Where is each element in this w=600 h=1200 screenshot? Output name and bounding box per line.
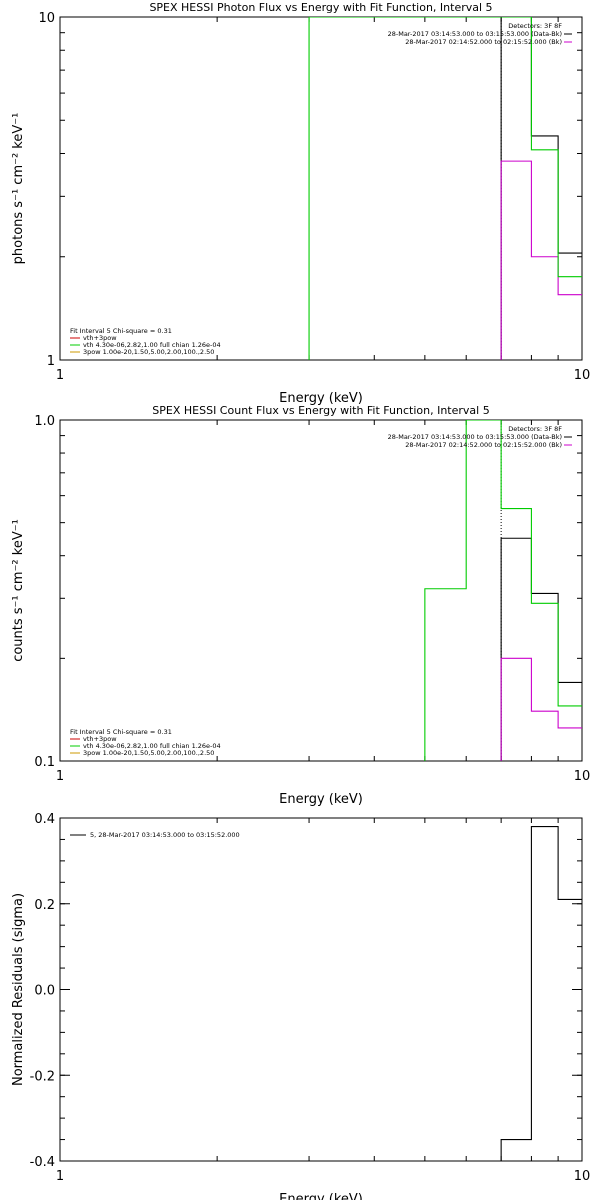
series-step-line-background bbox=[500, 657, 582, 761]
plot-frame-1 bbox=[59, 419, 583, 762]
x-tick-label: 10 bbox=[574, 1169, 591, 1184]
y-tick-label: 1.0 bbox=[34, 414, 55, 429]
chart-title: SPEX HESSI Photon Flux vs Energy with Fi… bbox=[149, 1, 492, 14]
legend-entry: 3pow 1.00e-20,1.50,5.00,2.00,100.,2.50 bbox=[83, 749, 214, 757]
legend-entry: Fit Interval 5 Chi-square = 0.31 bbox=[70, 327, 172, 335]
x-axis-label: Energy (keV) bbox=[279, 1192, 363, 1200]
legend-entry: 5, 28-Mar-2017 03:14:53.000 to 03:15:52.… bbox=[90, 831, 240, 839]
y-tick-label: 0.0 bbox=[34, 984, 55, 999]
legend-entry: 28-Mar-2017 02:14:52.000 to 02:15:52.000… bbox=[405, 38, 562, 46]
x-tick-label: 10 bbox=[574, 368, 591, 383]
plot-frame-0 bbox=[59, 16, 583, 361]
y-axis-label: photons s⁻¹ cm⁻² keV⁻¹ bbox=[11, 113, 26, 265]
x-tick-label: 1 bbox=[56, 769, 64, 784]
legend-entry: vth+3pow bbox=[83, 735, 117, 743]
series-step-line-background bbox=[500, 160, 582, 360]
y-tick-label: 0.2 bbox=[34, 898, 55, 913]
legend-entry: 3pow 1.00e-20,1.50,5.00,2.00,100.,2.50 bbox=[83, 348, 214, 356]
x-tick-label: 1 bbox=[56, 368, 64, 383]
legend-entry: 28-Mar-2017 03:14:53.000 to 03:15:53.000… bbox=[388, 433, 562, 441]
legend-entry: Detectors: 3F 8F bbox=[508, 22, 562, 30]
chart-title: SPEX HESSI Count Flux vs Energy with Fit… bbox=[152, 404, 489, 417]
y-tick-label: -0.2 bbox=[30, 1069, 55, 1084]
y-tick-label: 10 bbox=[38, 11, 55, 26]
x-tick-label: 10 bbox=[574, 769, 591, 784]
series-step-line-vth bbox=[308, 17, 582, 360]
y-tick-label: 0.1 bbox=[34, 755, 55, 770]
x-tick-label: 1 bbox=[56, 1169, 64, 1184]
legend-entry: vth 4.30e-06,2.82,1.00 full chian 1.26e-… bbox=[83, 742, 221, 750]
series-step-line-residual bbox=[500, 826, 582, 1161]
legend-entry: vth+3pow bbox=[83, 334, 117, 342]
plot-frame-2 bbox=[59, 817, 583, 1162]
legend-entry: vth 4.30e-06,2.82,1.00 full chian 1.26e-… bbox=[83, 341, 221, 349]
y-tick-label: -0.4 bbox=[30, 1155, 55, 1170]
y-tick-label: 0.4 bbox=[34, 812, 55, 827]
legend-entry: Detectors: 3F 8F bbox=[508, 425, 562, 433]
series-step-line-vth bbox=[424, 420, 582, 761]
legend-entry: Fit Interval 5 Chi-square = 0.31 bbox=[70, 728, 172, 736]
y-axis-label: counts s⁻¹ cm⁻² keV⁻¹ bbox=[11, 519, 26, 662]
y-tick-label: 1 bbox=[47, 354, 55, 369]
x-axis-label: Energy (keV) bbox=[279, 391, 363, 406]
legend-entry: 28-Mar-2017 03:14:53.000 to 03:15:53.000… bbox=[388, 30, 562, 38]
y-axis-label: Normalized Residuals (sigma) bbox=[11, 893, 26, 1086]
series-step-line-data bbox=[500, 17, 582, 360]
x-axis-label: Energy (keV) bbox=[279, 792, 363, 807]
legend-entry: 28-Mar-2017 02:14:52.000 to 02:15:52.000… bbox=[405, 441, 562, 449]
